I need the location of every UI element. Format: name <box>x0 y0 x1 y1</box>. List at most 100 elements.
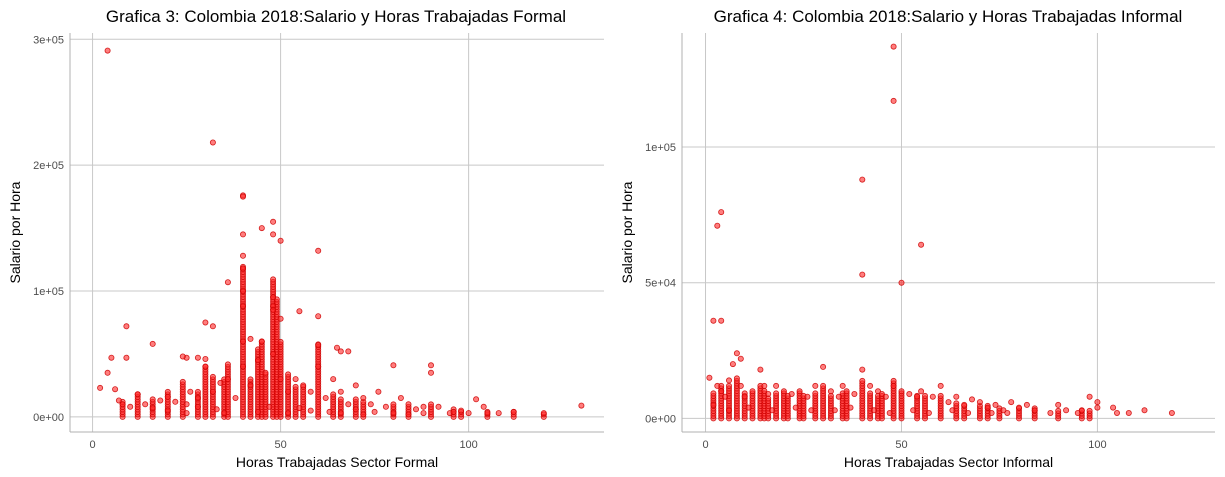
data-point <box>804 393 811 400</box>
data-point <box>277 237 284 244</box>
data-point <box>714 222 721 229</box>
data-point <box>202 363 209 370</box>
data-point <box>427 369 434 376</box>
data-point <box>710 390 717 397</box>
data-point <box>757 366 764 373</box>
x-tick-label: 50 <box>274 439 286 451</box>
data-point <box>307 388 314 395</box>
data-point <box>906 390 913 397</box>
data-point <box>345 401 352 408</box>
data-point <box>965 409 972 416</box>
data-point <box>360 411 367 418</box>
data-point <box>277 338 284 345</box>
data-point <box>390 362 397 369</box>
data-point <box>898 279 905 286</box>
data-point <box>718 209 725 216</box>
data-point <box>780 388 787 395</box>
data-point <box>1141 407 1148 414</box>
data-point <box>239 252 246 259</box>
data-point <box>984 404 991 411</box>
data-point <box>239 231 246 238</box>
x-axis-title: Horas Trabajadas Sector Formal <box>236 454 438 470</box>
data-point <box>224 361 231 368</box>
data-point <box>1055 407 1062 414</box>
data-point <box>187 388 194 395</box>
data-point <box>937 382 944 389</box>
data-point <box>127 403 134 410</box>
data-point <box>239 265 246 272</box>
data-point <box>224 376 231 383</box>
data-point <box>382 403 389 410</box>
data-point <box>480 403 487 410</box>
chart-panel-2: 0 50 100 0e+00 5e+04 1e+05 Grafica 4: Colombia… <box>619 7 1215 470</box>
data-point <box>718 317 725 324</box>
data-point <box>733 350 740 357</box>
y-tick-label: 1e+05 <box>33 286 64 298</box>
data-point <box>405 401 412 408</box>
y-tick-label: 1e+05 <box>645 142 676 154</box>
data-point <box>337 388 344 395</box>
data-point <box>337 410 344 417</box>
x-tick-label: 50 <box>895 439 907 451</box>
data-point <box>367 401 374 408</box>
data-point <box>315 313 322 320</box>
data-point <box>296 308 303 315</box>
data-point <box>843 388 850 395</box>
data-point <box>851 390 858 397</box>
data-point <box>277 376 284 383</box>
data-point <box>224 279 231 286</box>
data-point <box>867 382 874 389</box>
y-tick-label: 2e+05 <box>33 160 64 172</box>
data-point <box>209 139 216 146</box>
data-point <box>390 410 397 417</box>
data-point <box>254 357 261 364</box>
data-point <box>918 388 925 395</box>
data-point <box>337 348 344 355</box>
data-point <box>808 407 815 414</box>
data-point <box>820 363 827 370</box>
data-point <box>788 390 795 397</box>
data-point <box>315 342 322 349</box>
data-point <box>292 376 299 383</box>
data-point <box>741 393 748 400</box>
data-point <box>769 407 776 414</box>
data-point <box>221 410 228 417</box>
data-point <box>882 393 889 400</box>
data-point <box>209 388 216 395</box>
data-point <box>172 398 179 405</box>
data-point <box>745 404 752 411</box>
data-point <box>726 407 733 414</box>
data-point <box>239 338 246 345</box>
data-point <box>827 388 834 395</box>
data-point <box>179 353 186 360</box>
data-point <box>922 392 929 399</box>
data-point <box>239 193 246 200</box>
data-point <box>134 391 141 398</box>
data-point <box>898 388 905 395</box>
data-point <box>164 388 171 395</box>
data-point <box>765 390 772 397</box>
data-point <box>115 397 122 404</box>
chart-title: Grafica 4: Colombia 2018:Salario y Horas… <box>714 7 1183 26</box>
chart-title: Grafica 3: Colombia 2018:Salario y Horas… <box>106 7 566 26</box>
data-point <box>886 409 893 416</box>
data-point <box>937 392 944 399</box>
data-point <box>831 407 838 414</box>
data-point <box>918 241 925 248</box>
data-point <box>722 393 729 400</box>
data-point <box>710 317 717 324</box>
data-point <box>104 47 111 54</box>
data-point <box>300 382 307 389</box>
data-point <box>910 407 917 414</box>
data-point <box>773 390 780 397</box>
data-point <box>330 391 337 398</box>
data-point <box>209 323 216 330</box>
data-point <box>510 408 517 415</box>
data-point <box>183 401 190 408</box>
data-point <box>360 394 367 401</box>
data-point <box>232 394 239 401</box>
data-point <box>239 303 246 310</box>
data-point <box>890 382 897 389</box>
x-tick-label: 100 <box>459 439 477 451</box>
